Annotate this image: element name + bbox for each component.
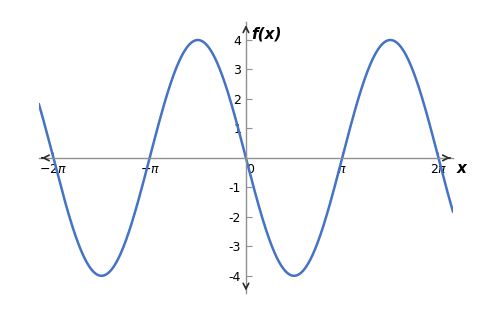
Text: x: x [457, 161, 467, 176]
Text: f(x): f(x) [251, 26, 282, 41]
